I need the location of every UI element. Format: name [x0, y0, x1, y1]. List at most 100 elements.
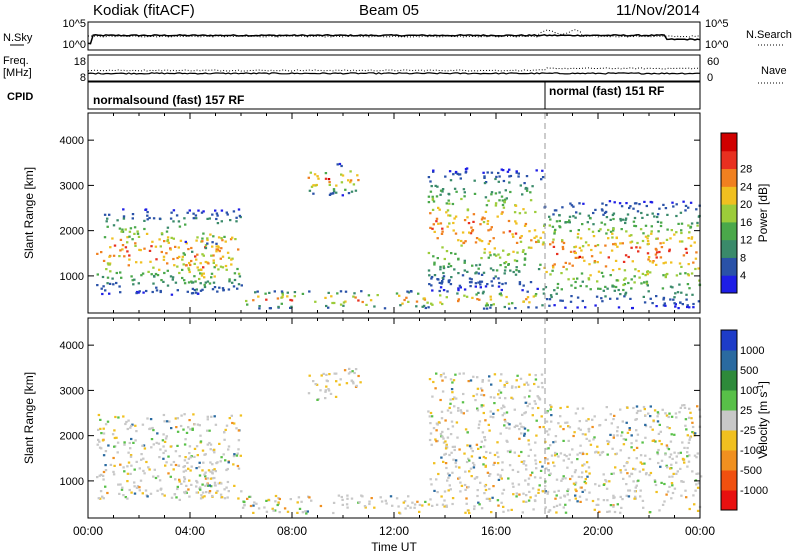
- echo-cell: [550, 420, 553, 423]
- echo-cell: [226, 480, 230, 484]
- echo-cell: [309, 171, 312, 174]
- echo-cell: [312, 380, 315, 383]
- echo-cell: [484, 285, 488, 288]
- echo-cell: [346, 506, 349, 509]
- echo-cell: [430, 275, 434, 279]
- echo-cell: [546, 492, 549, 495]
- echo-cell: [345, 382, 349, 385]
- echo-cell: [152, 217, 156, 220]
- echo-cell: [215, 242, 218, 245]
- echo-cell: [532, 295, 535, 298]
- echo-cell: [212, 281, 216, 284]
- echo-cell: [274, 494, 278, 498]
- echo-cell: [122, 494, 125, 497]
- echo-cell: [537, 488, 540, 491]
- echo-cell: [494, 254, 498, 257]
- echo-cell: [460, 411, 463, 414]
- echo-cell: [670, 229, 673, 232]
- echo-cell: [109, 463, 113, 466]
- echo-cell: [214, 484, 217, 487]
- echo-cell: [632, 220, 636, 223]
- echo-cell: [531, 407, 534, 410]
- power-plot-background: [88, 113, 700, 313]
- echo-cell: [237, 248, 240, 251]
- colorbar-swatch: [721, 204, 737, 223]
- echo-cell: [624, 438, 628, 441]
- echo-cell: [220, 237, 223, 240]
- echo-cell: [574, 251, 577, 255]
- echo-cell: [213, 415, 216, 418]
- echo-cell: [652, 419, 655, 422]
- echo-cell: [534, 378, 538, 381]
- echo-cell: [503, 272, 506, 275]
- echo-cell: [489, 298, 493, 301]
- echo-cell: [446, 479, 449, 482]
- echo-cell: [327, 389, 331, 392]
- echo-cell: [99, 427, 102, 430]
- echo-cell: [215, 462, 218, 465]
- echo-cell: [546, 490, 550, 493]
- echo-cell: [240, 490, 243, 493]
- echo-cell: [672, 472, 675, 475]
- echo-cell: [502, 206, 506, 209]
- echo-cell: [692, 302, 695, 306]
- echo-cell: [190, 292, 194, 295]
- echo-cell: [182, 252, 185, 255]
- echo-cell: [280, 296, 283, 299]
- echo-cell: [349, 179, 353, 182]
- echo-cell: [138, 290, 141, 293]
- echo-cell: [572, 205, 575, 208]
- echo-cell: [347, 372, 351, 375]
- echo-cell: [550, 405, 553, 408]
- echo-cell: [433, 274, 437, 277]
- echo-cell: [574, 469, 577, 472]
- echo-cell: [454, 459, 458, 462]
- echo-cell: [138, 467, 141, 470]
- echo-cell: [534, 462, 538, 465]
- echo-cell: [130, 491, 133, 494]
- echo-cell: [537, 239, 540, 242]
- echo-cell: [508, 427, 511, 430]
- echo-cell: [498, 256, 502, 259]
- echo-cell: [452, 458, 455, 461]
- echo-cell: [633, 281, 636, 284]
- echo-cell: [357, 179, 360, 182]
- echo-cell: [581, 490, 584, 493]
- echo-cell: [657, 432, 661, 435]
- colorbar-tick-label: 20: [740, 199, 752, 211]
- echo-cell: [674, 292, 677, 295]
- echo-cell: [267, 498, 270, 501]
- echo-cell: [470, 226, 473, 229]
- echo-cell: [478, 263, 482, 266]
- echo-cell: [193, 289, 196, 292]
- echo-cell: [319, 504, 323, 508]
- echo-cell: [139, 479, 143, 482]
- echo-cell: [246, 303, 249, 306]
- echo-cell: [199, 272, 202, 275]
- echo-cell: [555, 504, 559, 507]
- echo-cell: [458, 466, 461, 469]
- echo-cell: [584, 433, 587, 436]
- echo-cell: [666, 490, 670, 493]
- echo-cell: [548, 473, 551, 477]
- echo-cell: [528, 490, 531, 493]
- echo-cell: [433, 230, 436, 233]
- echo-cell: [454, 232, 458, 235]
- echo-cell: [625, 483, 628, 486]
- echo-cell: [502, 404, 505, 407]
- echo-cell: [694, 432, 697, 435]
- echo-cell: [146, 495, 149, 498]
- echo-cell: [207, 469, 211, 472]
- echo-cell: [691, 431, 694, 434]
- echo-cell: [174, 417, 177, 420]
- echo-cell: [456, 172, 459, 175]
- echo-cell: [106, 276, 110, 279]
- echo-cell: [195, 445, 199, 448]
- echo-cell: [593, 261, 596, 264]
- echo-cell: [442, 265, 445, 268]
- velocity-echo-cells: [96, 367, 703, 515]
- echo-cell: [104, 485, 107, 488]
- echo-cell: [612, 217, 615, 221]
- echo-cell: [437, 222, 440, 225]
- echo-cell: [174, 478, 177, 481]
